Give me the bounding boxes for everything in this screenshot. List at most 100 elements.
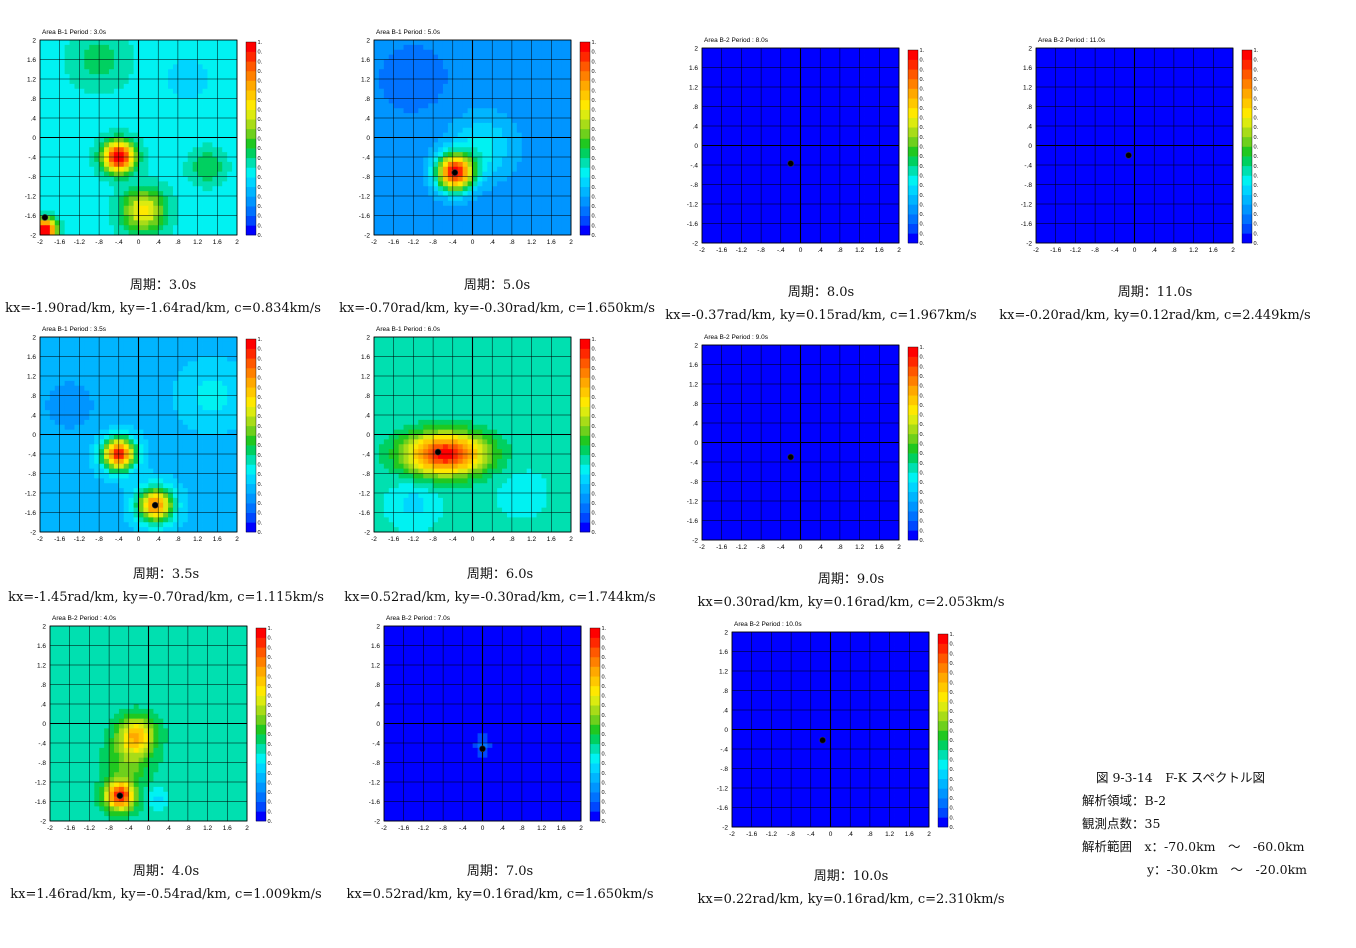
heatmap-cell xyxy=(44,44,51,51)
heatmap-cell xyxy=(859,223,865,229)
heatmap-cell xyxy=(492,122,498,129)
heatmap-cell xyxy=(383,69,390,75)
heatmap-cell xyxy=(506,54,513,60)
heatmap-cell xyxy=(795,218,801,224)
heatmap-cell xyxy=(502,225,508,231)
heatmap-cell xyxy=(232,196,238,202)
heatmap-cell xyxy=(64,215,70,221)
heatmap-cell xyxy=(54,69,61,75)
heatmap-cell xyxy=(741,82,747,88)
heatmap-cell xyxy=(378,161,385,168)
heatmap-cell xyxy=(566,54,572,60)
heatmap-cell xyxy=(172,200,179,207)
heatmap-cell xyxy=(433,40,439,46)
heatmap-cell xyxy=(536,122,542,129)
heatmap-cell xyxy=(197,132,203,138)
heatmap-cell xyxy=(526,186,532,192)
heatmap-cell xyxy=(785,101,792,107)
heatmap-cell xyxy=(457,44,464,51)
heatmap-cell xyxy=(54,137,61,143)
heatmap-cell xyxy=(182,205,189,212)
heatmap-cell xyxy=(830,213,836,220)
heatmap-cell xyxy=(374,171,380,177)
heatmap-cell xyxy=(894,52,900,59)
heatmap-cell xyxy=(418,200,424,207)
heatmap-cell xyxy=(177,205,184,212)
heatmap-cell xyxy=(383,64,390,70)
heatmap-cell xyxy=(746,228,752,234)
heatmap-cell xyxy=(721,62,728,68)
heatmap-cell xyxy=(69,142,75,148)
heatmap-cell xyxy=(438,142,444,148)
heatmap-cell xyxy=(482,137,488,143)
heatmap-cell xyxy=(59,98,66,104)
heatmap-cell xyxy=(54,152,61,158)
heatmap-cell xyxy=(746,169,752,176)
heatmap-cell xyxy=(418,152,424,158)
heatmap-cell xyxy=(551,93,557,99)
colorbar-segment xyxy=(246,61,256,72)
heatmap-cell xyxy=(731,223,737,229)
heatmap-cell xyxy=(472,108,478,114)
heatmap-cell xyxy=(761,179,767,185)
heatmap-cell xyxy=(492,79,498,85)
peak-marker xyxy=(451,169,459,176)
heatmap-cell xyxy=(546,200,552,207)
heatmap-cell xyxy=(894,96,900,103)
heatmap-cell xyxy=(442,98,449,104)
heatmap-cell xyxy=(889,179,895,185)
heatmap-cell xyxy=(74,215,80,221)
heatmap-cell xyxy=(40,93,46,99)
heatmap-cell xyxy=(467,152,473,158)
colorbar-label: 1.00 xyxy=(258,40,263,46)
heatmap-cell xyxy=(854,72,860,78)
heatmap-cell xyxy=(383,191,390,197)
heatmap-cell xyxy=(133,200,139,207)
heatmap-cell xyxy=(442,200,449,207)
heatmap-cell xyxy=(472,118,478,124)
heatmap-cell xyxy=(413,215,419,221)
heatmap-cell xyxy=(487,215,493,221)
heatmap-cell xyxy=(374,79,380,85)
heatmap-cell xyxy=(711,67,718,73)
heatmap-cell xyxy=(487,69,493,75)
heatmap-cell xyxy=(457,88,464,95)
heatmap-cell xyxy=(472,132,478,138)
heatmap-cell xyxy=(163,93,169,99)
heatmap-cell xyxy=(487,191,493,197)
heatmap-cell xyxy=(462,152,468,158)
heatmap-cell xyxy=(516,200,523,207)
heatmap-cell xyxy=(79,127,85,134)
heatmap-cell xyxy=(143,210,149,216)
heatmap-cell xyxy=(874,111,880,117)
colorbar-label: 0.60 xyxy=(258,117,263,123)
heatmap-cell xyxy=(775,96,782,103)
heatmap-cell xyxy=(378,152,385,158)
heatmap-cell xyxy=(785,111,792,117)
heatmap-cell xyxy=(457,171,464,177)
heatmap-cell xyxy=(133,108,139,114)
heatmap-cell xyxy=(874,238,880,244)
heatmap-cell xyxy=(54,64,61,70)
heatmap-cell xyxy=(374,93,380,99)
heatmap-cell xyxy=(94,132,100,138)
heatmap-cell xyxy=(785,135,792,142)
heatmap-cell xyxy=(790,169,796,176)
heatmap-cell xyxy=(49,69,56,75)
heatmap-cell xyxy=(374,225,380,231)
heatmap-cell xyxy=(64,83,70,90)
heatmap-cell xyxy=(869,91,875,98)
heatmap-cell xyxy=(153,93,159,99)
heatmap-cell xyxy=(94,83,100,90)
heatmap-cell xyxy=(497,152,503,158)
heatmap-cell xyxy=(398,157,404,163)
heatmap-cell xyxy=(854,52,860,59)
heatmap-cell xyxy=(736,52,742,59)
colorbar-segment xyxy=(580,148,590,159)
heatmap-cell xyxy=(815,96,821,103)
heatmap-cell xyxy=(810,169,816,176)
heatmap-cell xyxy=(222,220,228,226)
heatmap-cell xyxy=(477,176,483,182)
heatmap-cell xyxy=(741,194,747,200)
heatmap-cell xyxy=(467,54,473,60)
